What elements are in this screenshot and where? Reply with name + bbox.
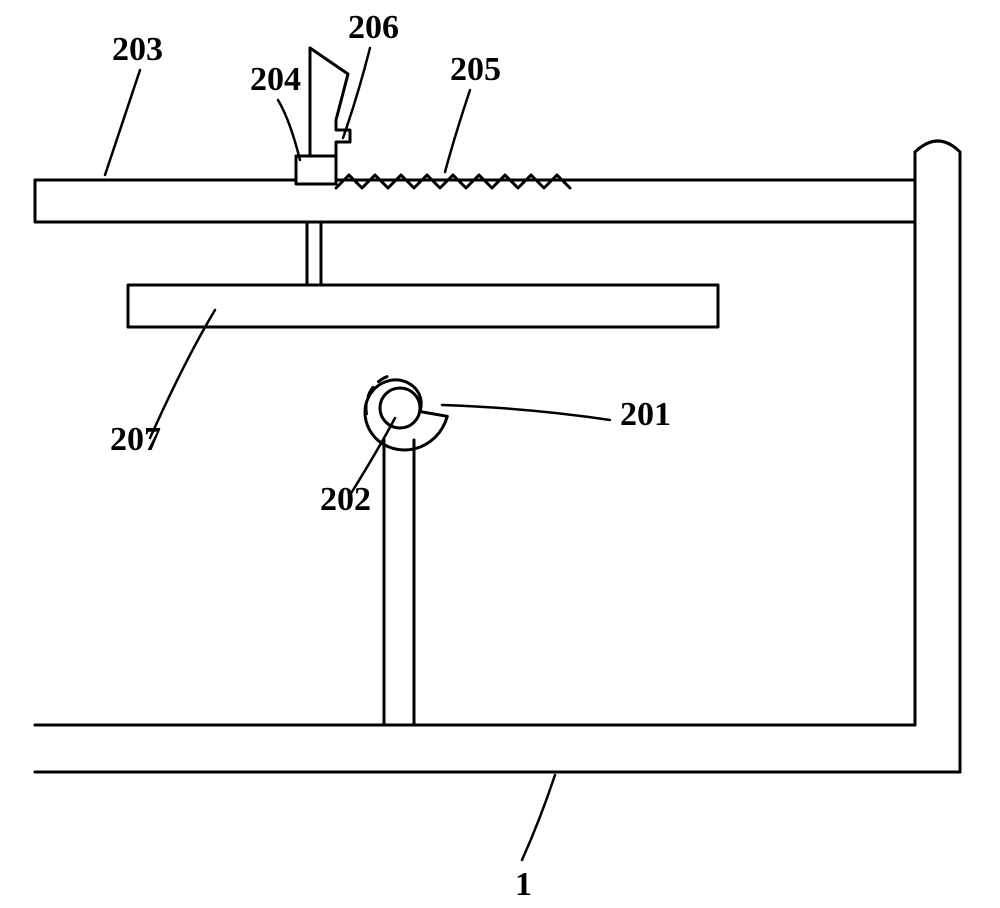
patent-diagram: 203 204 206 205 201 202 207 1 bbox=[0, 0, 1000, 908]
label-204: 204 bbox=[250, 61, 301, 98]
label-1: 1 bbox=[515, 866, 532, 903]
label-201: 201 bbox=[620, 396, 671, 433]
label-207: 207 bbox=[110, 421, 161, 458]
label-205: 205 bbox=[450, 51, 501, 88]
label-206: 206 bbox=[348, 9, 399, 46]
label-202: 202 bbox=[320, 481, 371, 518]
label-203: 203 bbox=[112, 31, 163, 68]
